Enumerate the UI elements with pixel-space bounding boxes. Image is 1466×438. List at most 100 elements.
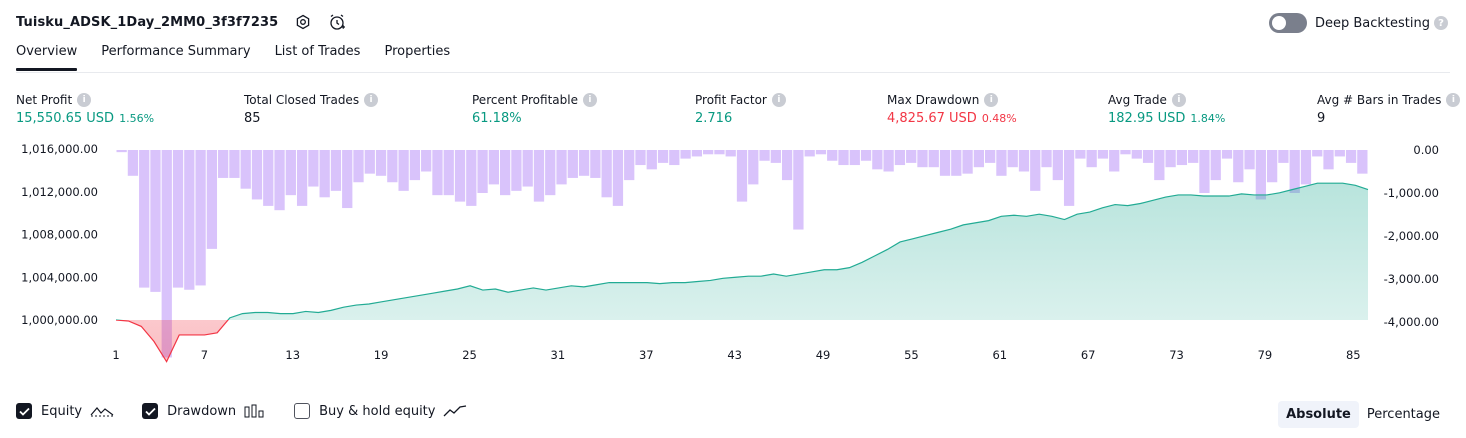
x-axis-tick-label: 73: [1169, 348, 1184, 362]
drawdown-bar: [172, 150, 184, 288]
x-axis-tick-label: 13: [285, 348, 300, 362]
metric-value: 182.95 USD: [1108, 111, 1186, 126]
drawdown-bar: [263, 150, 274, 206]
drawdown-bar: [860, 150, 872, 161]
left-axis-tick-label: 1,008,000.00: [21, 228, 98, 242]
x-axis-tick-label: 1: [112, 348, 119, 362]
drawdown-bar: [1323, 150, 1334, 170]
chart-legend: Equity Drawdown Buy & hold equity: [16, 403, 495, 419]
right-axis-tick-label: -4,000.00: [1384, 315, 1439, 329]
drawdown-bar: [409, 150, 421, 181]
drawdown-bar: [804, 150, 815, 157]
right-axis-tick-label: -1,000.00: [1384, 186, 1439, 200]
metric-percent-profitable: Percent Profitable i 61.18%: [472, 93, 597, 126]
drawdown-bar: [951, 150, 962, 176]
drawdown-bar: [815, 150, 827, 155]
drawdown-bar: [703, 150, 714, 155]
help-icon[interactable]: ?: [1434, 16, 1448, 30]
metric-value: 4,825.67 USD: [887, 111, 977, 126]
equity-line-positive: [116, 182, 1369, 320]
drawdown-bar: [206, 150, 218, 249]
settings-icon[interactable]: [294, 13, 312, 31]
tab-performance-summary[interactable]: Performance Summary: [101, 44, 251, 59]
right-axis-tick-label: 0.00: [1413, 143, 1439, 157]
drawdown-bar: [657, 150, 669, 163]
x-axis-tick-label: 7: [201, 348, 208, 362]
drawdown-bar: [669, 150, 680, 166]
drawdown-bar: [432, 150, 443, 196]
drawdown-bar: [443, 150, 454, 196]
drawdown-bar: [353, 150, 364, 183]
info-icon[interactable]: i: [77, 93, 92, 107]
drawdown-bar: [1109, 150, 1120, 172]
drawdown-bar: [601, 150, 612, 198]
percentage-button[interactable]: Percentage: [1366, 407, 1440, 422]
drawdown-bar: [285, 150, 296, 196]
metric-total-closed-trades: Total Closed Trades i 85: [244, 93, 379, 126]
drawdown-bar: [342, 150, 353, 209]
drawdown-bar: [229, 150, 240, 178]
drawdown-bar: [1210, 150, 1221, 181]
legend-equity[interactable]: Equity: [16, 403, 114, 419]
drawdown-bar: [1041, 150, 1052, 168]
info-icon[interactable]: i: [582, 93, 597, 107]
metric-value: 9: [1317, 111, 1326, 126]
info-icon[interactable]: i: [771, 93, 786, 107]
alert-clock-icon[interactable]: [328, 13, 346, 31]
drawdown-bar: [1063, 150, 1075, 206]
drawdown-bar: [195, 150, 206, 286]
left-axis-tick-label: 1,000,000.00: [21, 313, 98, 327]
legend-equity-label: Equity: [41, 403, 83, 419]
legend-drawdown[interactable]: Drawdown: [142, 403, 266, 419]
checkbox-checked-icon[interactable]: [142, 403, 159, 419]
strategy-header: Tuisku_ADSK_1Day_2MM0_3f3f7235: [16, 13, 346, 31]
drawdown-bar: [1357, 150, 1368, 174]
drawdown-bar: [1007, 150, 1018, 168]
drawdown-bar: [477, 150, 488, 193]
drawdown-bar: [454, 150, 466, 202]
drawdown-bar: [1289, 150, 1300, 193]
drawdown-bar: [127, 150, 139, 176]
metric-value: 15,550.65 USD: [16, 111, 115, 126]
drawdown-bar: [500, 150, 511, 196]
drawdown-bar: [759, 150, 770, 161]
checkbox-checked-icon[interactable]: [16, 403, 32, 419]
checkbox-unchecked-icon[interactable]: [294, 403, 311, 419]
drawdown-bar: [1199, 150, 1210, 193]
drawdown-bar: [939, 150, 951, 176]
drawdown-bar: [1221, 150, 1233, 159]
drawdown-bar: [1255, 150, 1266, 200]
legend-buy-hold[interactable]: Buy & hold equity: [294, 403, 467, 419]
drawdown-bar: [827, 150, 838, 161]
metric-label: Net Profit: [16, 93, 73, 107]
drawdown-bar: [1075, 150, 1086, 159]
equity-line-icon: [90, 404, 114, 418]
x-axis-tick-label: 49: [816, 348, 831, 362]
drawdown-bar: [781, 150, 793, 181]
metric-label: Profit Factor: [695, 93, 767, 107]
drawdown-bar: [1142, 150, 1154, 163]
info-icon[interactable]: i: [1446, 93, 1461, 107]
drawdown-bar: [330, 150, 342, 191]
drawdown-bar: [1097, 150, 1109, 159]
info-icon[interactable]: i: [984, 93, 999, 107]
absolute-button[interactable]: Absolute: [1278, 401, 1359, 428]
metric-avg-trade: Avg Trade i 182.95 USD 1.84%: [1108, 93, 1225, 126]
info-icon[interactable]: i: [364, 93, 379, 107]
metric-net-profit: Net Profit i 15,550.65 USD 1.56%: [16, 93, 154, 126]
drawdown-bar: [274, 150, 285, 211]
tab-overview[interactable]: Overview: [16, 44, 78, 71]
drawdown-bar: [1266, 150, 1278, 183]
tab-list-of-trades[interactable]: List of Trades: [274, 44, 361, 59]
info-icon[interactable]: i: [1171, 93, 1186, 107]
drawdown-bar: [319, 150, 330, 198]
metric-percent: 0.48%: [981, 112, 1017, 125]
drawdown-bar: [421, 150, 432, 172]
drawdown-bar: [184, 150, 195, 290]
drawdown-bar: [533, 150, 545, 202]
deep-backtesting-toggle[interactable]: [1268, 13, 1307, 33]
tab-properties[interactable]: Properties: [384, 44, 451, 59]
tab-divider: [16, 72, 1450, 73]
metric-label: Total Closed Trades: [244, 93, 360, 107]
strategy-title: Tuisku_ADSK_1Day_2MM0_3f3f7235: [16, 14, 279, 30]
